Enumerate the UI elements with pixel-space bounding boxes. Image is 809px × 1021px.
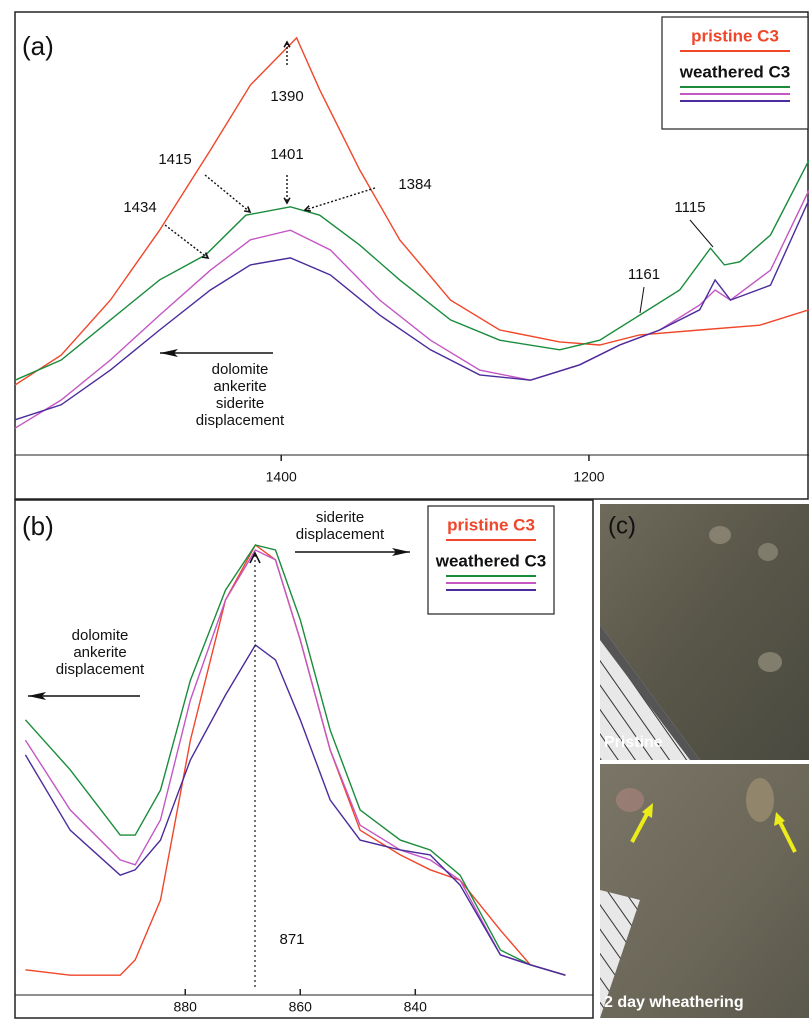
displacement-note: ankerite bbox=[73, 644, 126, 661]
peak-label: 1434 bbox=[123, 199, 156, 216]
peak-label: 871 bbox=[279, 931, 304, 948]
leader bbox=[640, 287, 644, 313]
x-tick-label: 1200 bbox=[573, 469, 604, 485]
legend-label: pristine C3 bbox=[447, 515, 535, 534]
annotation-arrow bbox=[305, 188, 375, 210]
photo-caption: 2 day wheathering bbox=[604, 994, 744, 1011]
spectrum-line bbox=[15, 160, 809, 380]
peak-label: 1415 bbox=[158, 151, 191, 168]
arrowhead bbox=[244, 206, 250, 212]
peak-label: 1401 bbox=[270, 146, 303, 163]
displacement-note: displacement bbox=[296, 526, 385, 543]
panel-label: (c) bbox=[608, 512, 636, 539]
displacement-note: siderite bbox=[316, 509, 364, 526]
leader bbox=[690, 220, 713, 247]
photo-caption: Pristine bbox=[604, 734, 663, 751]
figure: (c) Pristine 2 day wheathering (a) 1400 12… bbox=[0, 0, 809, 1021]
displacement-note: dolomite bbox=[72, 627, 129, 644]
spectrum-line bbox=[15, 200, 809, 420]
peak-label: 1384 bbox=[398, 176, 431, 193]
annotation-arrow bbox=[205, 175, 250, 212]
x-tick-label: 840 bbox=[404, 999, 428, 1015]
x-tick-label: 880 bbox=[174, 999, 198, 1015]
displacement-note: siderite bbox=[216, 395, 264, 412]
displacement-note: ankerite bbox=[213, 378, 266, 395]
panel-label: (a) bbox=[22, 31, 54, 61]
x-tick-label: 1400 bbox=[266, 469, 297, 485]
legend-label: weathered C3 bbox=[435, 551, 547, 570]
peak-label: 1115 bbox=[674, 199, 705, 216]
photo-top bbox=[600, 504, 809, 760]
legend-label: weathered C3 bbox=[679, 62, 791, 81]
annotation-arrow bbox=[165, 225, 208, 258]
x-tick-label: 860 bbox=[289, 999, 313, 1015]
displacement-note: displacement bbox=[56, 661, 145, 678]
peak-label: 1390 bbox=[270, 88, 303, 105]
displacement-note: displacement bbox=[196, 412, 285, 429]
spectrum-line bbox=[15, 190, 809, 428]
peak-label: 1161 bbox=[628, 266, 660, 283]
legend-label: pristine C3 bbox=[691, 26, 779, 45]
displacement-note: dolomite bbox=[212, 361, 269, 378]
panel-label: (b) bbox=[22, 511, 54, 541]
photo-bottom bbox=[600, 764, 809, 1018]
